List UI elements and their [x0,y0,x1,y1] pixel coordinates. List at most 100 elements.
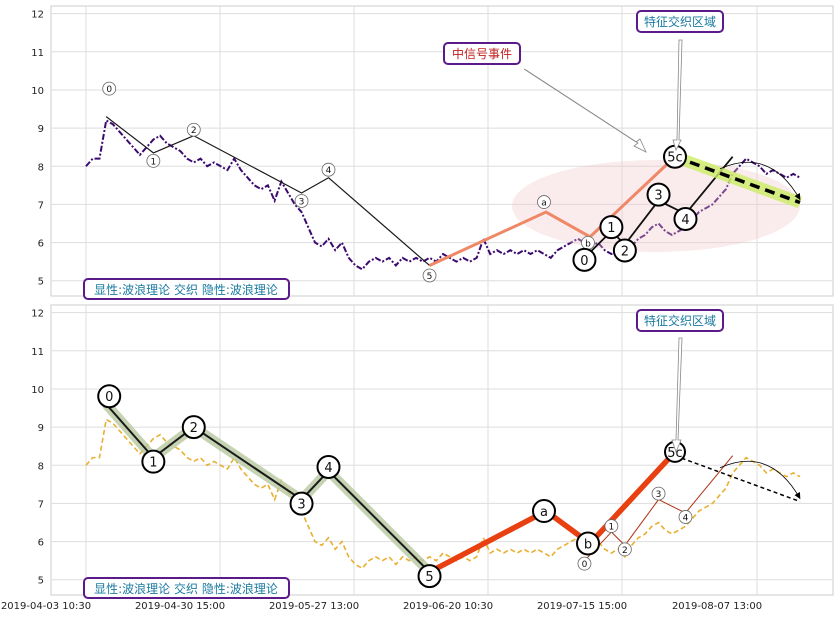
annotation-signal-event-text: 中信号事件 [452,46,512,61]
wave-main-line [105,116,430,266]
annotation-feature-zone-arrow [672,39,683,152]
x-tick-label: 2019-08-07 13:00 [672,601,762,612]
x-tick-label: 2019-04-03 10:30 [1,601,91,612]
wave-sub-marker-3: 3 [651,486,666,501]
wave-sub-marker-4: 4 [678,510,693,524]
wave-abc-marker-b-label: b [584,537,592,552]
wave-main-marker-1: 1 [146,154,161,168]
wave-sub-marker-0-label: 0 [582,560,588,570]
y-tick-label: 6 [38,239,44,250]
wave-sub-marker-4: 4 [673,206,698,231]
wave-main-marker-2-label: 2 [190,421,198,436]
y-tick-label: 7 [38,499,44,510]
wave-abc-line [428,155,677,267]
wave-sub-marker-3-circle [651,486,666,501]
wave-main-marker-1: 1 [141,449,166,474]
wave-sub-marker-0-circle [577,556,592,571]
wave-sub-marker-2-label: 2 [621,244,629,259]
wave-main-marker-2: 2 [181,415,206,440]
chart-panel-2: 56789101112012345ab5c01234特征交织区域显性:波浪理论 … [31,304,834,599]
wave-main-marker-0-label: 0 [106,85,112,95]
annotation-feature-zone-text: 特征交织区域 [644,313,716,328]
x-tick-label: 2019-06-20 10:30 [403,601,493,612]
wave-main-marker-0-label: 0 [105,390,113,405]
wave-sub-marker-0: 0 [572,247,597,272]
annotation-feature-zone-box [636,309,724,332]
wave-main-marker-5-label: 5 [427,272,433,282]
wave-main-marker-3: 3 [294,194,309,208]
wave-sub-marker-1-label: 1 [609,523,615,533]
info-label-box [83,278,290,300]
y-tick-label: 12 [31,10,44,21]
wave-abc-marker-b: b [576,531,600,556]
wave-sub-marker-0-label: 0 [580,254,588,269]
annotation-signal-event-box [443,42,521,65]
forecast-arc [719,460,801,500]
y-tick-label: 9 [38,423,44,434]
wave-main-line [105,403,431,573]
wave-sub-marker-2-circle [617,542,632,557]
wave-main-marker-5: 5 [422,268,437,283]
annotation-signal-event: 中信号事件 [443,42,521,65]
wave-main-marker-2: 2 [186,122,201,137]
wave-main-marker-3-circle [294,194,309,208]
y-tick-label: 7 [38,200,44,211]
y-tick-label: 10 [31,86,44,97]
wave-main-marker-4-circle [321,162,336,177]
wave-abc-marker-a: a [532,499,556,524]
wave-abc-marker-a-label: a [541,199,547,209]
wave-abc-marker-b-circle [576,531,600,556]
y-tick-label: 8 [38,162,44,173]
wave-main-marker-4-label: 4 [324,461,332,476]
wave-abc-line [428,450,678,575]
wave-main-marker-2-circle [186,122,201,137]
wave-abc-marker-c-label: 5c [667,151,682,166]
annotation-feature-zone-text: 特征交织区域 [644,14,716,29]
wave-sub-marker-4-label: 4 [683,513,689,523]
wave-sub-marker-2-label: 2 [622,546,628,556]
wave-sub-line [584,455,734,562]
wave-main-marker-2-circle [181,415,206,440]
plot-area [50,304,834,596]
wave-main-marker-1-label: 1 [150,157,156,167]
wave-sub-marker-1-label: 1 [607,221,615,236]
forecast-line [674,455,801,503]
y-tick-label: 5 [38,576,44,587]
wave-main-marker-2-label: 2 [191,126,197,136]
info-label-text: 显性:波浪理论 交织 隐性:波浪理论 [94,282,278,297]
y-tick-label: 9 [38,124,44,135]
annotation-feature-zone-box [636,10,724,33]
annotation-feature-zone: 特征交织区域 [636,309,724,332]
wave-sub-marker-0: 0 [577,556,592,571]
wave-abc-marker-c: 5c [663,144,687,169]
wave-main-marker-3-label: 3 [299,197,305,207]
wave-abc-marker-c: 5c [664,440,686,463]
wave-sub-marker-0-circle [572,247,597,272]
wave-main-marker-1-circle [146,154,161,168]
price-series-line [85,418,801,570]
wave-sub-marker-3: 3 [646,182,671,207]
wave-main-marker-3-circle [289,491,314,516]
forecast-line [674,155,801,205]
wave-abc-marker-b: b [581,235,595,250]
wave-sub-marker-1: 1 [599,215,624,240]
wave-main-marker-5: 5 [417,564,442,589]
wave-main-marker-4: 4 [321,162,336,177]
chart-panel-1: 56789101112012345ab5c01234中信号事件特征交织区域显性:… [31,5,834,300]
info-label-text: 显性:波浪理论 交织 隐性:波浪理论 [94,581,278,596]
info-label: 显性:波浪理论 交织 隐性:波浪理论 [83,577,290,599]
wave-main-marker-4-label: 4 [326,166,332,176]
wave-sub-marker-4-circle [673,206,698,231]
annotation-signal-event-arrow [523,68,647,153]
wave-sub-marker-3-circle [646,182,671,207]
wave-abc-marker-a-circle [537,195,551,209]
wave-sub-marker-2: 2 [612,238,637,263]
y-tick-label: 11 [31,347,44,358]
y-tick-label: 6 [38,538,44,549]
wave-sub-marker-4-circle [678,510,693,524]
y-tick-label: 11 [31,48,44,59]
plot-area [50,5,834,297]
wave-main-marker-5-circle [417,564,442,589]
wave-main-marker-5-circle [422,268,437,283]
